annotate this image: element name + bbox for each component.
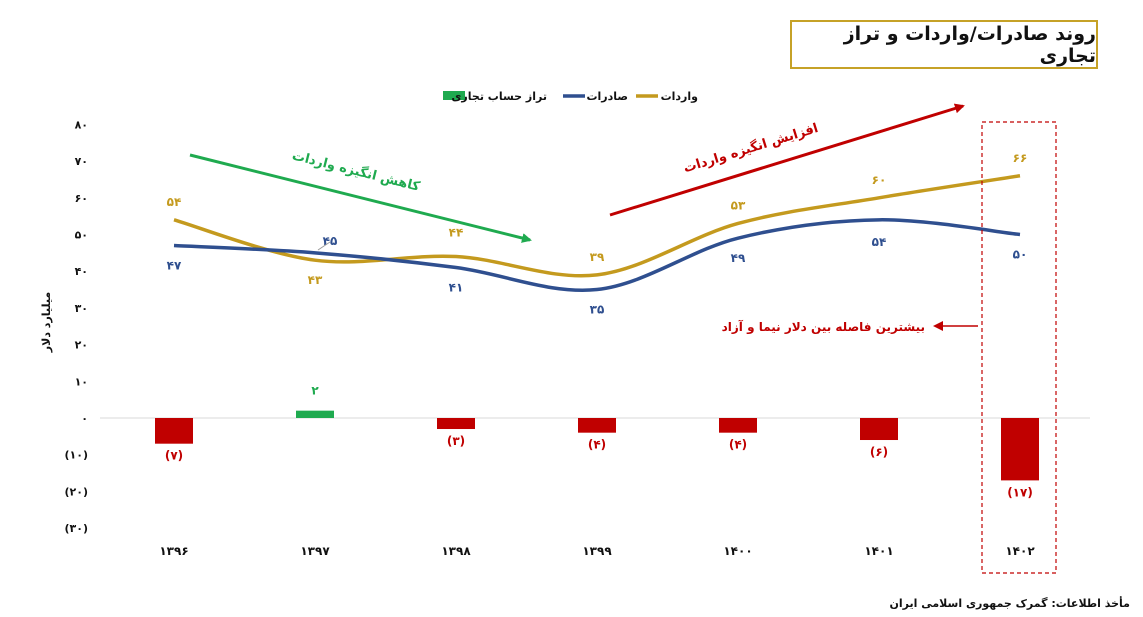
balance-bar [1001,418,1039,481]
y-tick-label: ۴۰ [75,265,88,278]
data-labels: (۷)۲(۳) (۴) (۴)(۶)(۱۷)۵۴۴۳۴۴۳۹۵۳۶۰۶۶۴۷۴۵۴۱… [165,151,1033,500]
gap-annotation: بیشترین فاصله بین دلار نیما و آزاد [722,319,925,335]
balance-data-label: (۶) [870,445,888,459]
y-tick-label: (۲۰) [65,485,88,498]
y-tick-label: ۱۰ [75,375,88,388]
balance-data-label: (۴) [729,438,747,452]
balance-data-label: (۱۷) [1007,485,1033,499]
legend-label-imports: واردات [661,90,699,103]
y-tick-label: ۸۰ [75,118,88,131]
balance-bar [860,418,898,441]
y-tick-label: ۳۰ [75,302,88,315]
balance-bar [437,418,475,430]
balance-bar [578,418,616,433]
exports-data-label: ۵۰ [1013,248,1028,262]
x-tick-label: ۱۴۰۱ [864,544,893,558]
imports-data-label: ۳۹ [590,250,605,264]
imports-data-label: ۶۰ [872,173,887,187]
y-tick-label: (۱۰) [65,449,88,462]
exports-label-leader [317,241,331,251]
x-axis-ticks: ۱۳۹۶ ۱۳۹۷ ۱۳۹۸ ۱۳۹۹ ۱۴۰۰ ۱۴۰۱ ۱۴۰۲ [159,544,1035,558]
y-axis-ticks: ۸۰ ۷۰ ۶۰ ۵۰ ۴۰ ۳۰ ۲۰ ۱۰ ۰ (۱۰) (۲۰) (۳۰) [65,118,88,535]
y-tick-label: ۷۰ [75,155,88,168]
exports-data-label: ۴۷ [167,259,182,273]
balance-data-label: (۳) [447,434,465,448]
y-tick-label: ۵۰ [75,229,88,242]
imports-data-label: ۵۴ [167,195,182,209]
exports-data-label: ۳۵ [590,303,605,317]
exports-data-label: ۵۴ [872,235,887,249]
increase-arrow [609,103,965,217]
legend-label-balance: تراز حساب تجاری [451,90,547,103]
imports-data-label: ۴۳ [308,273,323,287]
increase-annotation: افزایش انگیزه واردات [682,120,821,176]
imports-data-label: ۵۳ [731,198,746,212]
decrease-arrow [189,153,532,243]
highlight-box-1402 [981,121,1057,574]
legend: تراز حساب تجاری صادرات واردات [443,90,698,103]
imports-data-label: ۴۴ [449,226,464,240]
x-tick-label: ۱۴۰۲ [1005,544,1035,558]
y-tick-label: (۳۰) [65,522,88,535]
x-tick-label: ۱۳۹۸ [441,544,471,558]
balance-bars [155,410,1039,481]
y-tick-label: ۲۰ [75,339,88,352]
balance-data-label: ۲ [311,384,319,398]
chart-title: روند صادرات/واردات و تراز تجاری [790,20,1098,69]
y-tick-label: ۰ [81,412,88,425]
x-tick-label: ۱۳۹۷ [300,544,330,558]
legend-swatch-balance [443,91,465,100]
balance-bar [296,410,334,418]
y-axis-label: میلیارد دلار [40,292,53,353]
imports-series-line [173,174,1021,278]
legend-label-exports: صادرات [586,90,628,103]
decrease-annotation: کاهش انگیزه واردات [290,148,421,195]
exports-data-label: ۴۱ [449,281,464,295]
balance-data-label: (۴) [588,438,606,452]
x-tick-label: ۱۴۰۰ [723,544,752,558]
balance-data-label: (۷) [165,449,183,463]
exports-data-label: ۴۹ [731,251,746,265]
source-note: مأخذ اطلاعات: گمرک جمهوری اسلامی ایران [889,597,1131,610]
balance-bar [155,418,193,444]
x-tick-label: ۱۳۹۶ [159,544,188,558]
x-tick-label: ۱۳۹۹ [582,544,612,558]
imports-data-label: ۶۶ [1013,151,1028,165]
balance-bar [719,418,757,433]
exports-series-line [173,218,1021,292]
y-tick-label: ۶۰ [75,192,88,205]
